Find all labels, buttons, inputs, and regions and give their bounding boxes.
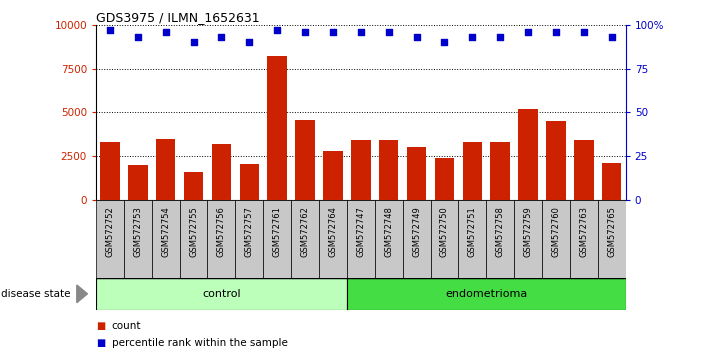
Bar xyxy=(347,278,626,310)
Text: disease state: disease state xyxy=(1,289,71,299)
Bar xyxy=(347,200,375,278)
Point xyxy=(105,27,116,33)
Bar xyxy=(208,200,235,278)
Bar xyxy=(235,200,263,278)
Point xyxy=(606,34,617,40)
Text: control: control xyxy=(202,289,241,299)
Text: GSM572751: GSM572751 xyxy=(468,206,477,257)
Bar xyxy=(124,200,151,278)
Bar xyxy=(319,200,347,278)
Bar xyxy=(491,142,510,200)
Bar xyxy=(486,200,514,278)
Bar xyxy=(96,278,347,310)
Point xyxy=(495,34,506,40)
Bar xyxy=(514,200,542,278)
Text: count: count xyxy=(112,321,141,331)
Bar xyxy=(598,200,626,278)
Text: GSM572747: GSM572747 xyxy=(356,206,365,257)
Point xyxy=(411,34,422,40)
Point xyxy=(299,29,311,35)
Text: ■: ■ xyxy=(96,321,105,331)
Text: endometrioma: endometrioma xyxy=(445,289,528,299)
Text: GSM572762: GSM572762 xyxy=(301,206,309,257)
Point xyxy=(215,34,227,40)
Bar xyxy=(459,200,486,278)
Text: GSM572759: GSM572759 xyxy=(523,206,533,257)
Point xyxy=(355,29,367,35)
Bar xyxy=(351,139,370,200)
Text: GSM572757: GSM572757 xyxy=(245,206,254,257)
Text: ■: ■ xyxy=(96,338,105,348)
Bar xyxy=(463,142,482,200)
Bar xyxy=(546,121,566,200)
Bar xyxy=(407,147,427,200)
Text: GSM572754: GSM572754 xyxy=(161,206,170,257)
Bar xyxy=(100,142,119,200)
Bar xyxy=(570,200,598,278)
Bar xyxy=(431,200,459,278)
Bar xyxy=(379,139,398,200)
Text: GSM572758: GSM572758 xyxy=(496,206,505,257)
Point xyxy=(550,29,562,35)
Text: GSM572755: GSM572755 xyxy=(189,206,198,257)
Point xyxy=(188,40,199,45)
Point xyxy=(466,34,478,40)
Text: GSM572748: GSM572748 xyxy=(384,206,393,257)
Bar xyxy=(151,200,180,278)
Text: GSM572760: GSM572760 xyxy=(552,206,560,257)
Point xyxy=(439,40,450,45)
Point xyxy=(160,29,171,35)
Text: GDS3975 / ILMN_1652631: GDS3975 / ILMN_1652631 xyxy=(96,11,260,24)
Bar xyxy=(184,172,203,200)
Bar xyxy=(574,141,594,200)
Text: GSM572761: GSM572761 xyxy=(273,206,282,257)
Bar xyxy=(375,200,402,278)
Text: percentile rank within the sample: percentile rank within the sample xyxy=(112,338,287,348)
Text: GSM572764: GSM572764 xyxy=(328,206,338,257)
Bar xyxy=(291,200,319,278)
Point xyxy=(327,29,338,35)
Text: GSM572749: GSM572749 xyxy=(412,206,421,257)
Text: GSM572752: GSM572752 xyxy=(105,206,114,257)
Bar xyxy=(518,109,538,200)
Point xyxy=(272,27,283,33)
Bar xyxy=(602,163,621,200)
Point xyxy=(578,29,589,35)
Point xyxy=(523,29,534,35)
Bar xyxy=(324,151,343,200)
Bar xyxy=(402,200,431,278)
Text: GSM572763: GSM572763 xyxy=(579,206,589,257)
Point xyxy=(383,29,395,35)
Bar xyxy=(267,56,287,200)
Bar xyxy=(240,164,259,200)
Point xyxy=(244,40,255,45)
Bar xyxy=(96,200,124,278)
Bar xyxy=(128,165,148,200)
Text: GSM572753: GSM572753 xyxy=(133,206,142,257)
Bar xyxy=(263,200,291,278)
Text: GSM572750: GSM572750 xyxy=(440,206,449,257)
Bar xyxy=(542,200,570,278)
Bar xyxy=(434,158,454,200)
Bar xyxy=(295,120,315,200)
Bar xyxy=(212,144,231,200)
Text: GSM572765: GSM572765 xyxy=(607,206,616,257)
Point xyxy=(132,34,144,40)
Bar xyxy=(180,200,208,278)
Text: GSM572756: GSM572756 xyxy=(217,206,226,257)
Bar xyxy=(156,139,176,200)
